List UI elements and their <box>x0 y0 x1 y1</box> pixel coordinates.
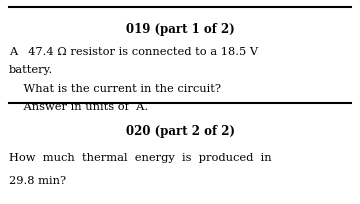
Text: How  much  thermal  energy  is  produced  in: How much thermal energy is produced in <box>9 153 272 163</box>
Text: 29.8 min?: 29.8 min? <box>9 175 66 186</box>
Text: What is the current in the circuit?: What is the current in the circuit? <box>9 84 221 94</box>
Text: 019 (part 1 of 2): 019 (part 1 of 2) <box>126 23 234 36</box>
Text: A   47.4 Ω resistor is connected to a 18.5 V: A 47.4 Ω resistor is connected to a 18.5… <box>9 47 258 57</box>
Text: Answer in units of  A.: Answer in units of A. <box>9 102 148 112</box>
Text: battery.: battery. <box>9 65 53 75</box>
Text: 020 (part 2 of 2): 020 (part 2 of 2) <box>126 125 234 138</box>
